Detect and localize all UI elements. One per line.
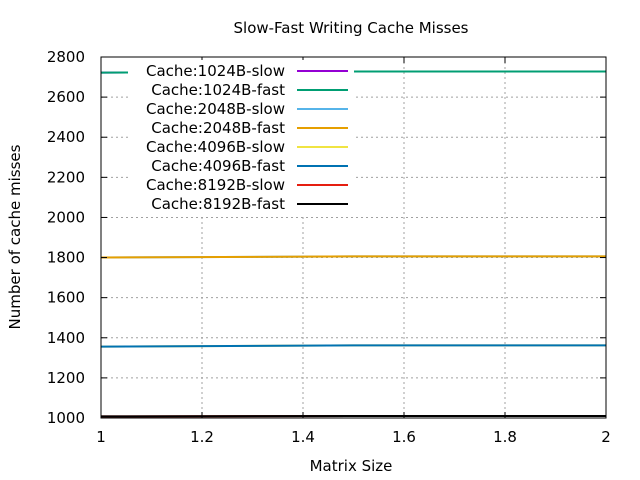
y-tick-label: 2000 bbox=[47, 208, 85, 226]
legend-label: Cache:1024B-slow bbox=[146, 62, 285, 80]
y-tick-label: 1000 bbox=[47, 409, 85, 427]
y-tick-label: 1600 bbox=[47, 289, 85, 307]
y-tick-label: 1400 bbox=[47, 329, 85, 347]
x-tick-label: 1.6 bbox=[392, 428, 416, 446]
y-tick-label: 1800 bbox=[47, 249, 85, 267]
x-tick-label: 2 bbox=[601, 428, 611, 446]
legend-background bbox=[128, 60, 354, 216]
legend-label: Cache:1024B-fast bbox=[151, 81, 285, 99]
legend-label: Cache:8192B-slow bbox=[146, 176, 285, 194]
x-axis-title: Matrix Size bbox=[310, 457, 393, 475]
series-line-cache-2048b-fast bbox=[100, 255, 606, 259]
y-tick-label: 1200 bbox=[47, 369, 85, 387]
legend-label: Cache:4096B-fast bbox=[151, 157, 285, 175]
y-tick-label: 2600 bbox=[47, 88, 85, 106]
axis-ticks: 1 1.2 1.4 1.6 1.8 2 1000 1200 1400 1600 1800 2000 22… bbox=[47, 48, 611, 446]
x-tick-label: 1.4 bbox=[291, 428, 315, 446]
y-tick-label: 2800 bbox=[47, 48, 85, 66]
x-tick-label: 1.8 bbox=[493, 428, 517, 446]
y-axis-title: Number of cache misses bbox=[6, 144, 24, 329]
legend-label: Cache:8192B-fast bbox=[151, 195, 285, 213]
series-line-cache-4096b-fast bbox=[100, 344, 606, 348]
series-lines bbox=[100, 70, 606, 418]
y-tick-label: 2200 bbox=[47, 168, 85, 186]
chart-title: Slow-Fast Writing Cache Misses bbox=[234, 19, 469, 37]
x-tick-label: 1 bbox=[96, 428, 106, 446]
y-tick-label: 2400 bbox=[47, 128, 85, 146]
legend-label: Cache:2048B-fast bbox=[151, 119, 285, 137]
x-tick-label: 1.2 bbox=[190, 428, 214, 446]
legend-label: Cache:4096B-slow bbox=[146, 138, 285, 156]
plot-frame bbox=[100, 56, 607, 419]
legend: Cache:1024B-slowCache:1024B-fastCache:20… bbox=[128, 60, 354, 216]
legend-label: Cache:2048B-slow bbox=[146, 100, 285, 118]
grid bbox=[101, 57, 606, 418]
